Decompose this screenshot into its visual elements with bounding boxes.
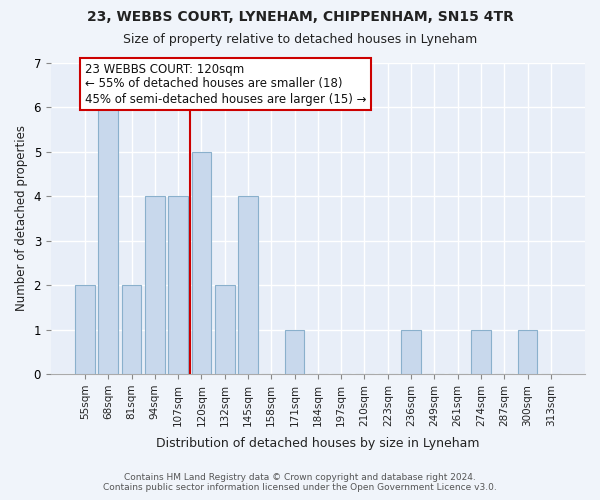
Bar — [215, 285, 235, 374]
Y-axis label: Number of detached properties: Number of detached properties — [15, 126, 28, 312]
Bar — [75, 285, 95, 374]
Bar — [145, 196, 165, 374]
Bar — [191, 152, 211, 374]
Text: Size of property relative to detached houses in Lyneham: Size of property relative to detached ho… — [123, 32, 477, 46]
Text: 23 WEBBS COURT: 120sqm
← 55% of detached houses are smaller (18)
45% of semi-det: 23 WEBBS COURT: 120sqm ← 55% of detached… — [85, 62, 367, 106]
Bar — [122, 285, 142, 374]
Bar — [518, 330, 538, 374]
Text: 23, WEBBS COURT, LYNEHAM, CHIPPENHAM, SN15 4TR: 23, WEBBS COURT, LYNEHAM, CHIPPENHAM, SN… — [86, 10, 514, 24]
Bar — [98, 107, 118, 374]
Text: Contains HM Land Registry data © Crown copyright and database right 2024.
Contai: Contains HM Land Registry data © Crown c… — [103, 473, 497, 492]
Bar — [168, 196, 188, 374]
Bar — [401, 330, 421, 374]
X-axis label: Distribution of detached houses by size in Lyneham: Distribution of detached houses by size … — [156, 437, 479, 450]
Bar — [471, 330, 491, 374]
Bar — [238, 196, 258, 374]
Bar — [284, 330, 304, 374]
